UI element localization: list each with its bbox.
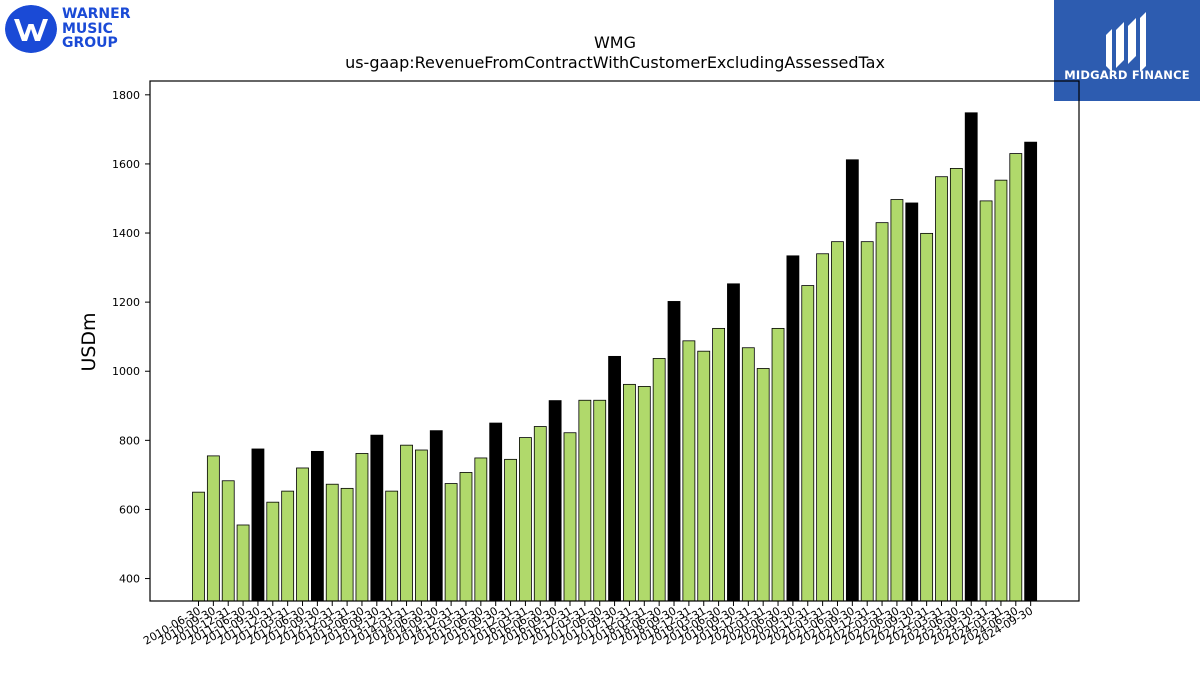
bar-quarter xyxy=(459,472,473,602)
bar-quarter xyxy=(994,179,1008,602)
y-tick-label: 400 xyxy=(119,573,140,586)
bar-quarter xyxy=(296,467,309,602)
bar-quarter xyxy=(281,490,295,602)
bars-group xyxy=(192,112,1038,602)
bar-quarter xyxy=(949,168,963,602)
bar-quarter xyxy=(519,437,532,602)
midgard-finance-name: MIDGARD FINANCE xyxy=(1064,68,1190,82)
midgard-logo-background xyxy=(1054,0,1200,101)
wmg-logo-line-3: GROUP xyxy=(62,35,118,51)
bar-quarter xyxy=(266,501,280,602)
bar-quarter xyxy=(340,487,354,602)
bar-quarter xyxy=(325,483,339,602)
wmg-w-mark-icon xyxy=(5,5,57,53)
y-tick-label: 1800 xyxy=(112,89,140,102)
bar-quarter xyxy=(875,222,889,602)
bar-fiscal-year xyxy=(786,255,800,602)
bar-quarter xyxy=(801,285,815,602)
bar-fiscal-year xyxy=(251,448,265,602)
warner-music-group-logo: WARNER MUSIC GROUP xyxy=(5,4,135,56)
bar-quarter xyxy=(474,457,488,602)
bar-quarter xyxy=(593,399,607,602)
chart-subtitle: us-gaap:RevenueFromContractWithCustomerE… xyxy=(345,53,885,72)
bar-quarter xyxy=(1009,153,1023,602)
bar-quarter xyxy=(221,480,235,602)
bar-quarter xyxy=(236,524,250,602)
bar-quarter xyxy=(697,350,711,602)
chart-title: WMG xyxy=(594,33,636,52)
y-tick-label: 800 xyxy=(119,434,140,447)
y-tick-label: 1000 xyxy=(112,365,140,378)
bar-quarter xyxy=(979,200,993,602)
bar-quarter xyxy=(504,458,517,602)
bar-fiscal-year xyxy=(1024,141,1038,602)
bar-quarter xyxy=(623,383,636,602)
bar-quarter xyxy=(920,232,934,602)
bar-quarter xyxy=(712,327,725,602)
bar-quarter xyxy=(771,327,785,602)
bar-quarter xyxy=(192,491,205,602)
bar-quarter xyxy=(414,449,428,602)
bar-quarter xyxy=(563,432,577,602)
bar-quarter xyxy=(206,455,220,602)
bar-fiscal-year xyxy=(489,422,503,602)
bar-quarter xyxy=(935,176,948,602)
y-axis: 400 600 800 1000 1200 1400 1600 1800 xyxy=(112,89,150,586)
plot-frame xyxy=(149,80,1080,602)
wmg-logo-line-2: MUSIC xyxy=(62,20,113,37)
wmg-logo-line-1: WARNER xyxy=(62,6,131,22)
bar-quarter xyxy=(741,347,755,602)
bar-fiscal-year xyxy=(667,301,681,602)
bar-fiscal-year xyxy=(727,283,740,602)
bar-fiscal-year xyxy=(964,112,978,602)
bar-quarter xyxy=(756,368,770,602)
y-tick-label: 1200 xyxy=(112,296,140,309)
bar-quarter xyxy=(355,453,369,602)
bar-fiscal-year xyxy=(905,202,919,602)
bar-quarter xyxy=(890,199,904,602)
bar-quarter xyxy=(637,386,651,602)
bar-fiscal-year xyxy=(310,450,324,602)
bar-fiscal-year xyxy=(845,159,859,602)
y-tick-label: 600 xyxy=(119,503,140,516)
bar-fiscal-year xyxy=(548,400,562,602)
bar-quarter xyxy=(860,241,874,602)
bar-quarter xyxy=(400,444,413,602)
x-axis: 2010-06-302010-09-302010-12-312011-06-30… xyxy=(141,601,1035,648)
bar-quarter xyxy=(533,426,547,602)
bar-quarter xyxy=(816,253,830,602)
bar-fiscal-year xyxy=(608,355,621,602)
bar-quarter xyxy=(652,358,666,602)
bar-quarter xyxy=(578,399,592,602)
bar-fiscal-year xyxy=(429,430,443,602)
midgard-m-mark-icon xyxy=(1106,12,1146,72)
bar-quarter xyxy=(385,490,399,602)
midgard-finance-logo: MIDGARD FINANCE xyxy=(1054,0,1200,101)
y-tick-label: 1600 xyxy=(112,158,140,171)
y-axis-label: USDm xyxy=(78,312,100,371)
bar-quarter xyxy=(831,241,844,602)
bar-quarter xyxy=(444,483,458,602)
bar-fiscal-year xyxy=(370,434,384,602)
y-tick-label: 1400 xyxy=(112,227,140,240)
bar-quarter xyxy=(682,340,696,602)
